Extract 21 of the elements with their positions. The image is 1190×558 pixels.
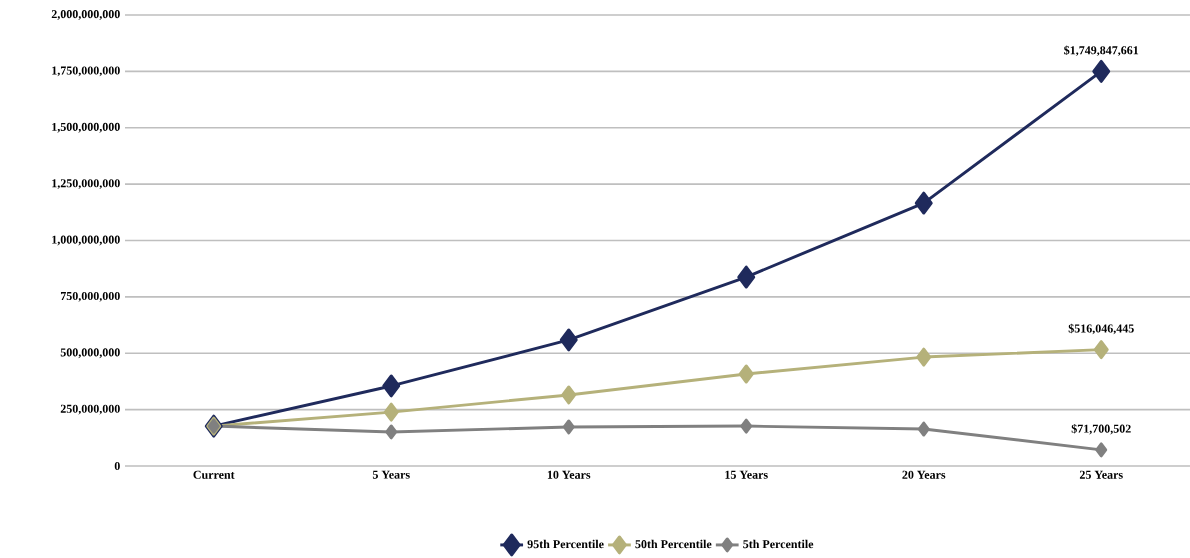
legend-label: 50th Percentile bbox=[635, 539, 712, 549]
y-tick-label: 250,000,000 bbox=[60, 404, 120, 415]
data-label: $1,749,847,661 bbox=[1064, 45, 1139, 57]
y-tick-label: 500,000,000 bbox=[60, 348, 120, 359]
y-tick-label: 1,250,000,000 bbox=[52, 179, 120, 190]
legend-label: 95th Percentile bbox=[527, 539, 604, 549]
data-label: $516,046,445 bbox=[1068, 323, 1134, 335]
x-tick-label: 20 Years bbox=[902, 470, 946, 479]
x-tick-label: 10 Years bbox=[547, 470, 591, 479]
y-tick-label: 0 bbox=[114, 461, 120, 471]
y-tick-label: 750,000,000 bbox=[60, 291, 120, 302]
x-tick-label: 5 Years bbox=[372, 470, 410, 479]
legend-label: 5th Percentile bbox=[743, 539, 814, 549]
data-label: $71,700,502 bbox=[1071, 423, 1131, 435]
x-tick-label: 15 Years bbox=[725, 470, 768, 479]
y-tick-label: 2,000,000,000 bbox=[51, 10, 120, 20]
x-tick-label: 25 Years bbox=[1079, 470, 1123, 479]
y-tick-label: 1,000,000,000 bbox=[52, 235, 120, 246]
x-tick-label: Current bbox=[193, 470, 235, 479]
y-tick-label: 1,500,000,000 bbox=[52, 122, 120, 133]
y-tick-label: 1,750,000,000 bbox=[52, 66, 120, 77]
